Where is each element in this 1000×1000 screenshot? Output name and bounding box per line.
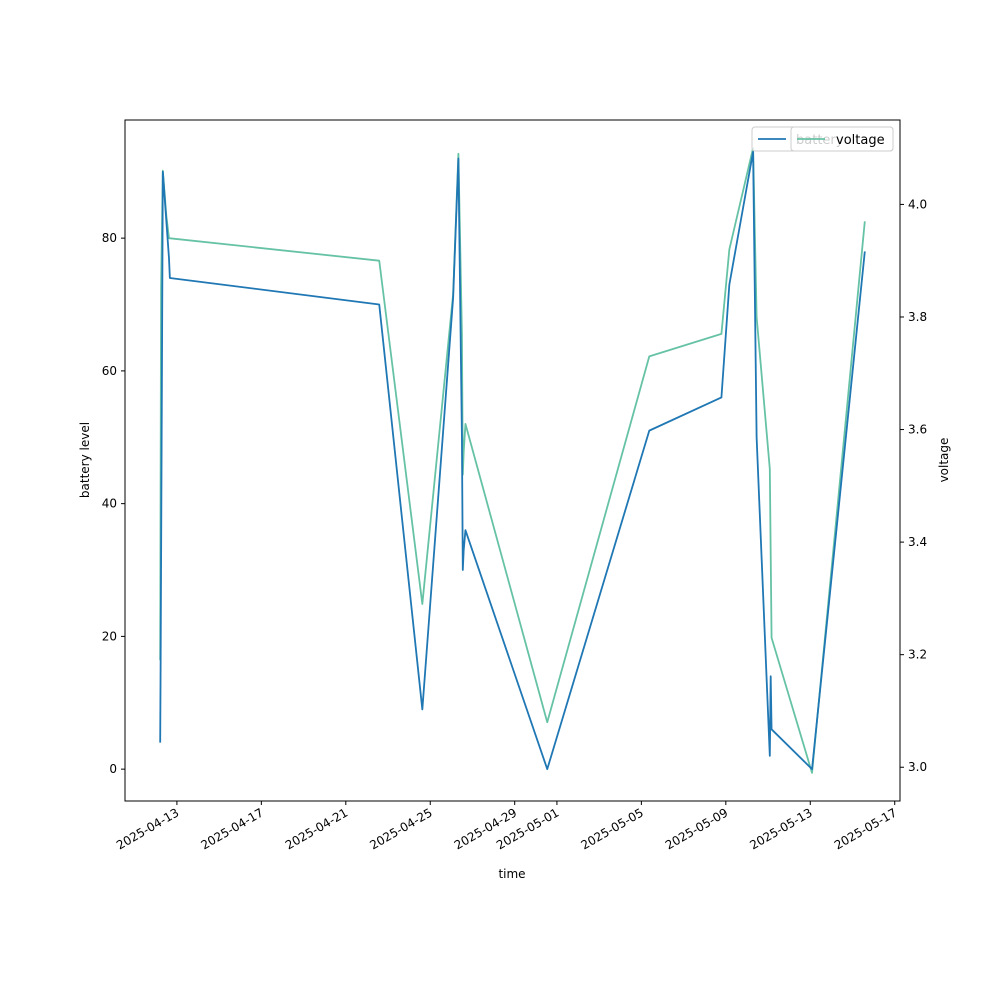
- legend-voltage-label: voltage: [836, 133, 885, 148]
- left-y-tick-label: 40: [102, 497, 117, 511]
- left-y-axis-label: battery level: [78, 422, 92, 498]
- right-y-tick-label: 4.0: [908, 197, 927, 211]
- left-y-tick-label: 80: [102, 231, 117, 245]
- series-layer: [159, 147, 866, 774]
- left-y-axis: 0 20 40 60 80: [102, 231, 125, 776]
- right-y-tick-label: 3.4: [908, 535, 927, 549]
- legend-voltage: voltage: [790, 126, 894, 152]
- left-y-tick-label: 60: [102, 364, 117, 378]
- x-axis-label: time: [498, 867, 525, 881]
- series-line-battery: [159, 150, 866, 771]
- right-y-axis: 3.0 3.2 3.4 3.6 3.8 4.0: [900, 197, 927, 774]
- right-y-tick-label: 3.2: [908, 648, 927, 662]
- right-y-tick-label: 3.0: [908, 760, 927, 774]
- left-y-tick-label: 20: [102, 629, 117, 643]
- right-y-axis-label: voltage: [937, 438, 951, 483]
- right-y-tick-label: 3.8: [908, 310, 927, 324]
- plot-frame: [124, 119, 901, 802]
- right-y-tick-label: 3.6: [908, 423, 927, 437]
- legend-voltage-box: [790, 126, 894, 152]
- left-y-tick-label: 0: [109, 762, 117, 776]
- series-line-voltage: [159, 147, 866, 774]
